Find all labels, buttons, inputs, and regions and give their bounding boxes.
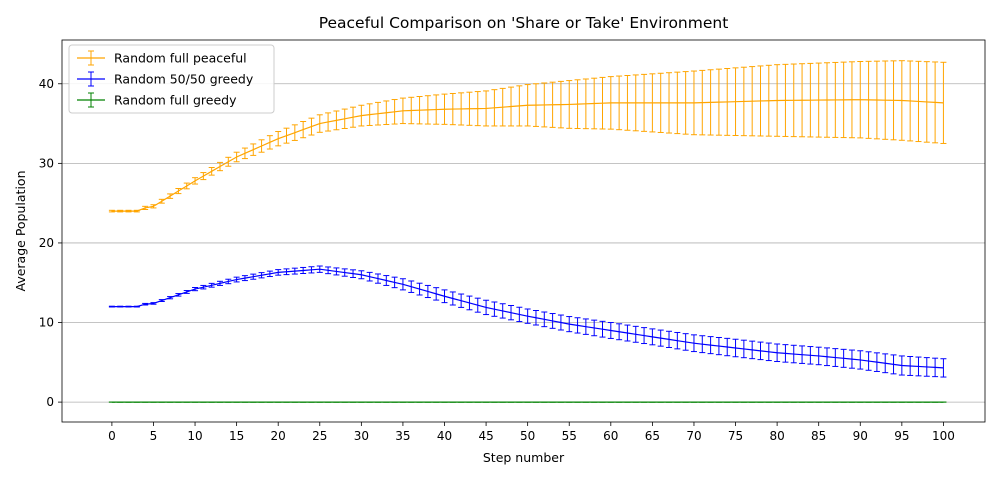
x-tick-label: 75: [728, 429, 743, 443]
x-tick-label: 45: [478, 429, 493, 443]
x-tick-label: 80: [769, 429, 784, 443]
x-tick-label: 35: [395, 429, 410, 443]
x-tick-label: 70: [686, 429, 701, 443]
x-tick-label: 100: [932, 429, 955, 443]
x-tick-label: 5: [150, 429, 158, 443]
y-tick-label: 10: [39, 316, 54, 330]
legend-label: Random full peaceful: [114, 51, 247, 66]
y-tick-label: 40: [39, 77, 54, 91]
legend-box: [68, 44, 275, 114]
y-tick-label: 30: [39, 156, 54, 170]
legend: Random full peaceful Random 50/50 greedy R…: [68, 44, 275, 114]
x-tick-label: 20: [271, 429, 286, 443]
legend-label: Random 50/50 greedy: [114, 72, 254, 87]
plot-frame: [61, 39, 986, 423]
x-tick-label: 10: [187, 429, 202, 443]
series-line: [111, 268, 944, 369]
x-tick-label: 95: [894, 429, 909, 443]
x-tick-label: 30: [354, 429, 369, 443]
series-layer: [108, 60, 947, 403]
x-tick-label: 0: [108, 429, 116, 443]
chart-title: Peaceful Comparison on 'Share or Take' E…: [319, 14, 729, 32]
x-tick-label: 55: [562, 429, 577, 443]
y-tick-label: 0: [46, 395, 54, 409]
x-axis-label: Step number: [483, 450, 565, 465]
x-tick-label: 90: [853, 429, 868, 443]
x-tick-label: 85: [811, 429, 826, 443]
x-tick-label: 40: [437, 429, 452, 443]
legend-label: Random full greedy: [114, 93, 237, 108]
x-tick-label: 65: [645, 429, 660, 443]
x-tick-label: 50: [520, 429, 535, 443]
x-tick-label: 25: [312, 429, 327, 443]
x-tick-label: 60: [603, 429, 618, 443]
y-tick-label: 20: [39, 236, 54, 250]
series-1: [108, 265, 947, 378]
series-0: [108, 60, 947, 213]
x-tick-label: 15: [229, 429, 244, 443]
y-axis: 0 10 20 30 40: [39, 77, 62, 409]
y-axis-label: Average Population: [13, 171, 28, 292]
x-axis: 0 5 10 15 20 25 30 35 40 45 50 55 60 65 70 75 80 85 90 95 10…: [108, 422, 955, 443]
series-line: [111, 99, 944, 212]
